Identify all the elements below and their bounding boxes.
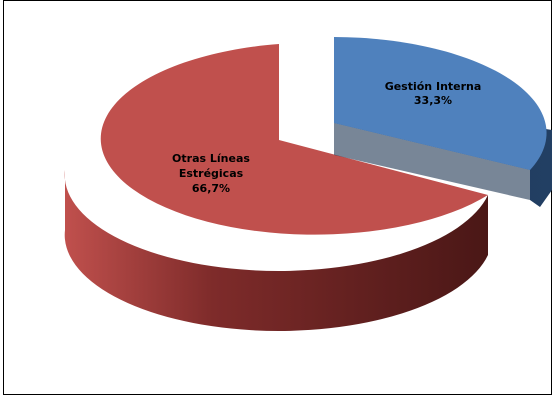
slice-top-otras-lineas (100, 44, 488, 235)
data-label-otras-lineas-percent: 66,7% (192, 182, 230, 195)
pie-slice-otras-lineas (64, 44, 488, 331)
data-label-gestion-interna-name: Gestión Interna (385, 80, 482, 93)
slice-top-gestion-interna (334, 37, 547, 170)
pie-slice-gestion-interna (334, 37, 552, 207)
slice-side-gestion-interna-edge (334, 95, 530, 200)
data-label-otras-lineas-name-1: Otras Líneas (172, 152, 250, 165)
slice-side-otras-lineas (64, 170, 488, 331)
data-label-gestion-interna-percent: 33,3% (414, 94, 452, 107)
data-label-otras-lineas-name-2: Estrégicas (179, 167, 244, 180)
